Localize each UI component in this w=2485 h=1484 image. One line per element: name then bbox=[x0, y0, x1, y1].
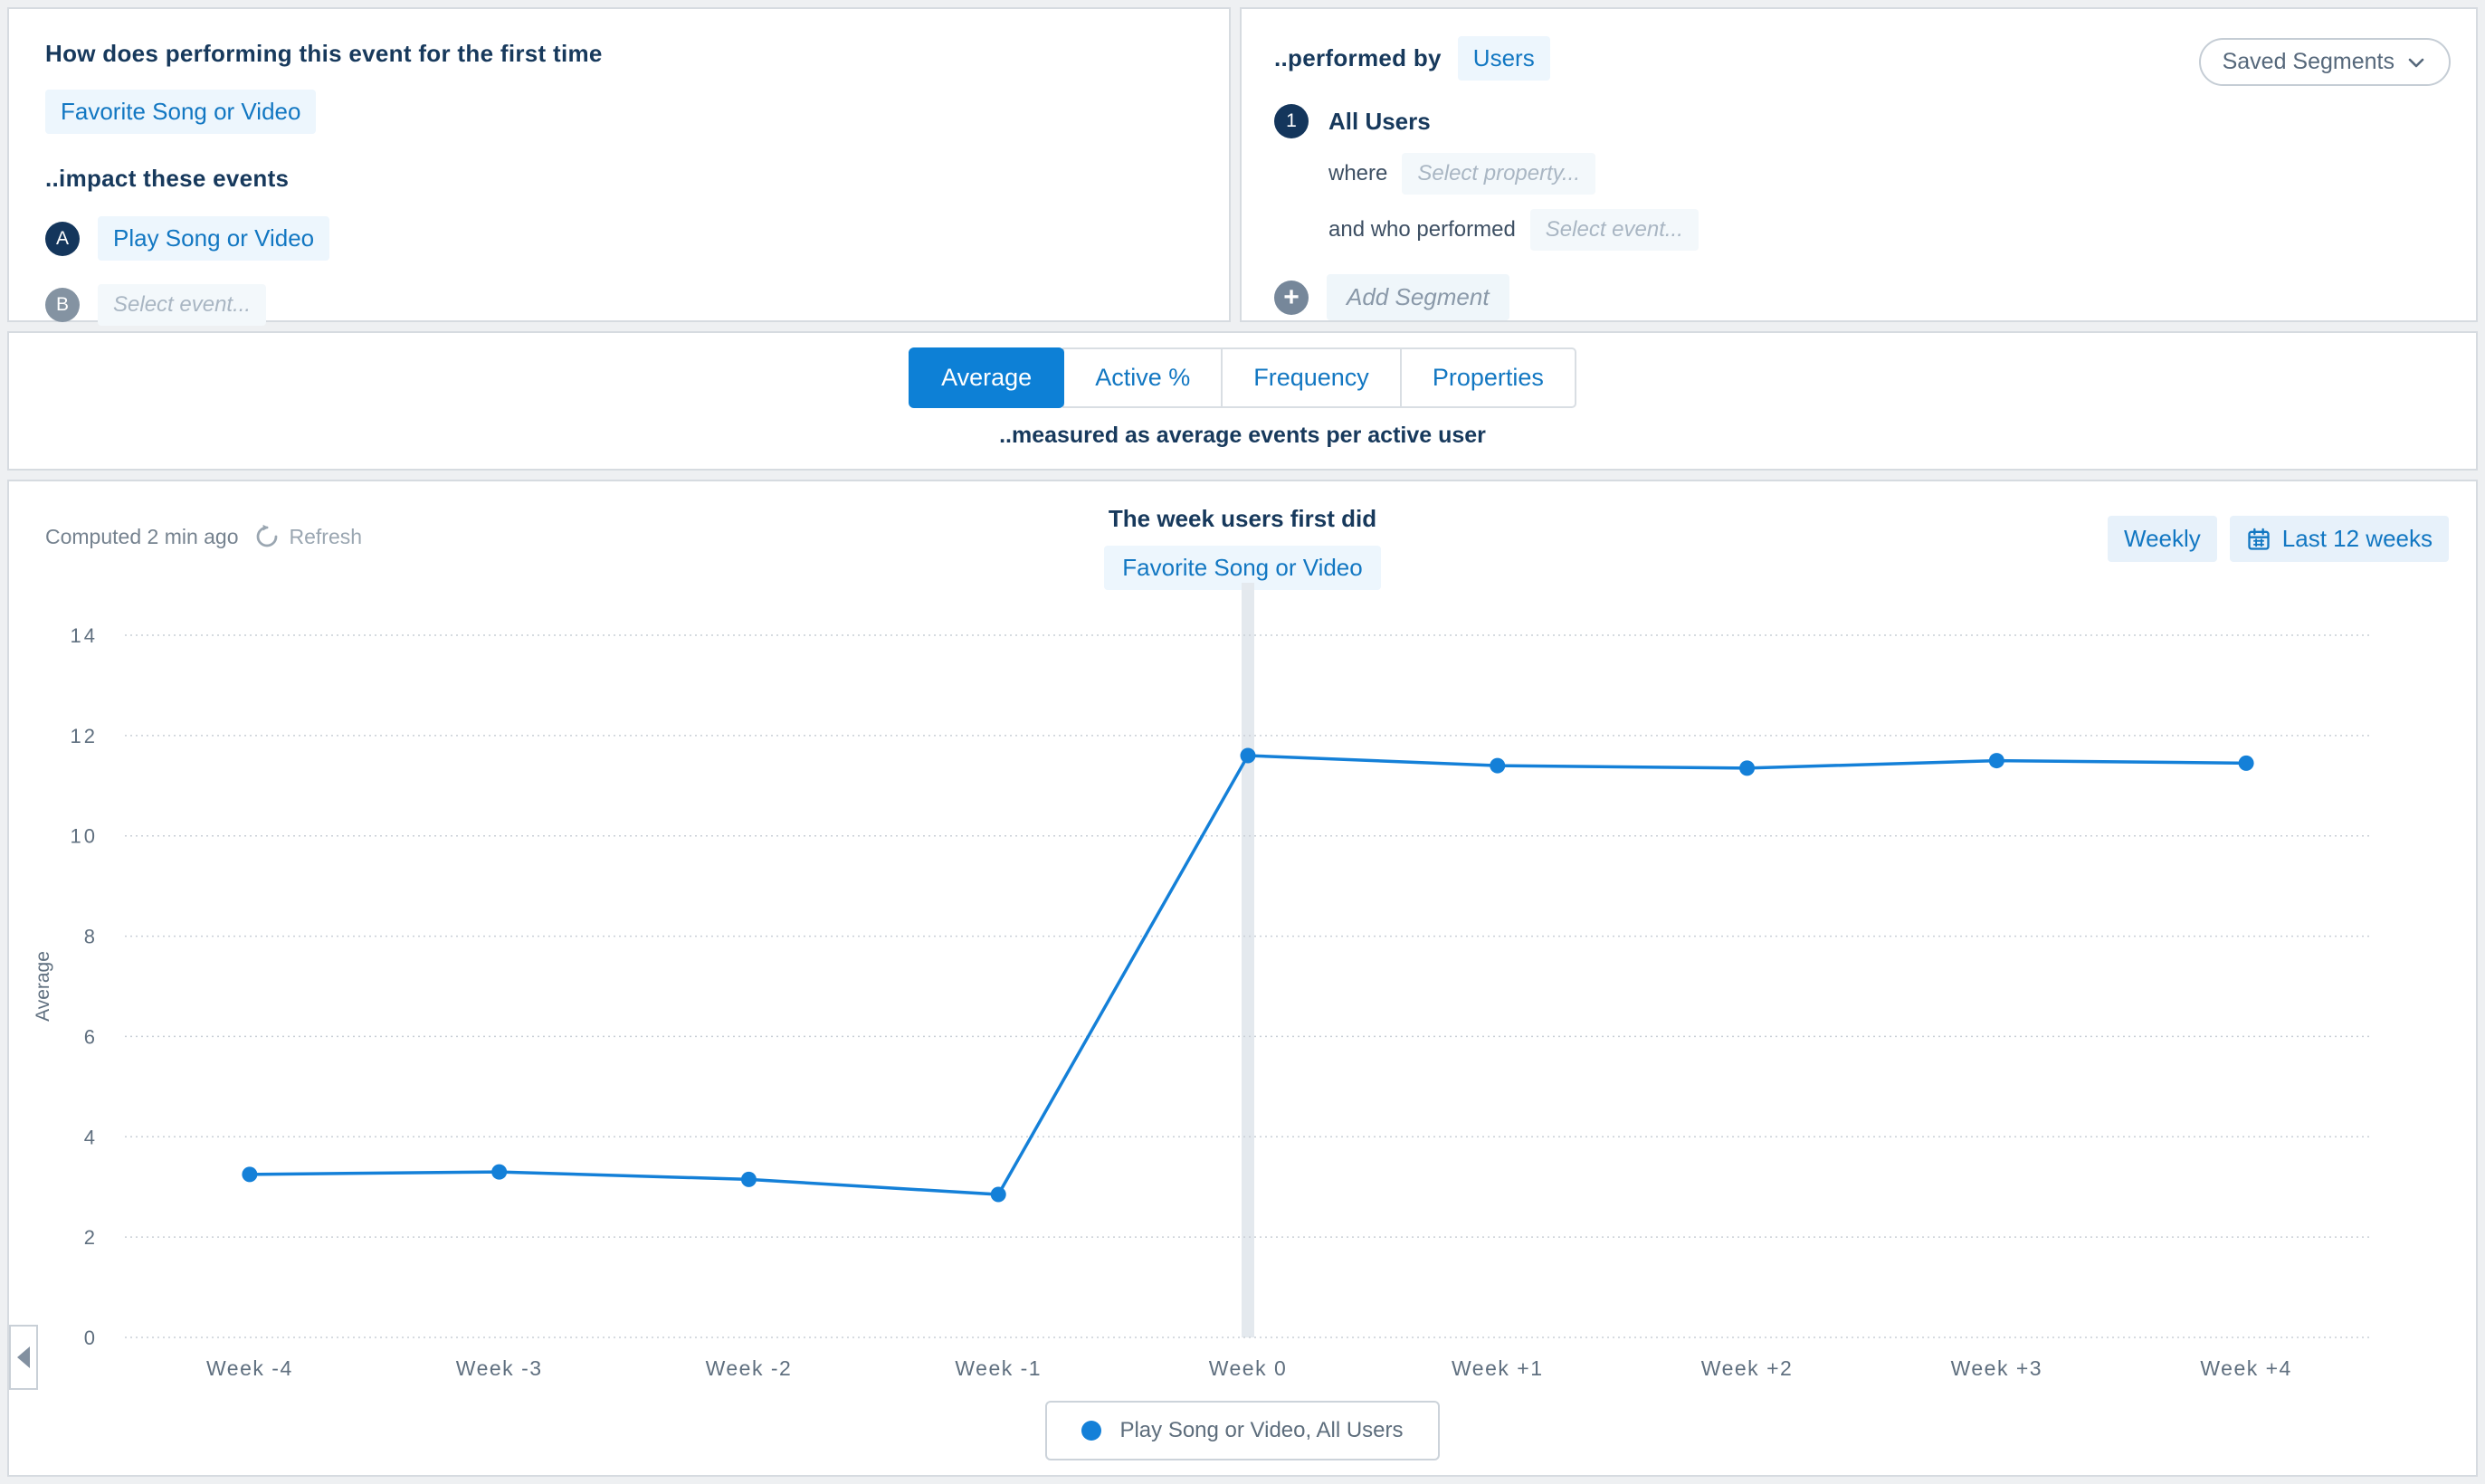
data-point[interactable] bbox=[491, 1164, 508, 1180]
x-tick-label: Week -3 bbox=[456, 1356, 543, 1380]
y-tick-label: 10 bbox=[71, 825, 98, 848]
x-tick-label: Week -2 bbox=[706, 1356, 793, 1380]
x-tick-label: Week -4 bbox=[206, 1356, 293, 1380]
select-event-placeholder[interactable]: Select event... bbox=[1529, 209, 1699, 251]
first-event-pill[interactable]: Favorite Song or Video bbox=[45, 90, 317, 134]
query-builder-row: How does performing this event for the f… bbox=[7, 7, 2478, 326]
y-tick-label: 2 bbox=[84, 1226, 98, 1249]
impact-heading: How does performing this event for the f… bbox=[45, 40, 603, 67]
x-tick-label: Week 0 bbox=[1209, 1356, 1288, 1380]
select-property-placeholder[interactable]: Select property... bbox=[1402, 153, 1596, 195]
impact-subheading: ..impact these events bbox=[45, 165, 290, 192]
chart-legend[interactable]: Play Song or Video, All Users bbox=[1045, 1401, 1440, 1460]
segment-where-row: where Select property... bbox=[1328, 153, 2443, 195]
segment-panel: ..performed by Users Saved Segments 1 Al… bbox=[1240, 7, 2478, 322]
computed-status: Computed 2 min ago Refresh bbox=[45, 523, 362, 550]
legend-series-marker bbox=[1081, 1421, 1102, 1441]
tab-average[interactable]: Average bbox=[909, 347, 1065, 408]
saved-segments-button[interactable]: Saved Segments bbox=[2198, 38, 2451, 86]
refresh-label: Refresh bbox=[289, 524, 363, 548]
data-point[interactable] bbox=[2238, 755, 2254, 771]
data-point[interactable] bbox=[990, 1186, 1006, 1203]
chart-subtitle-pill[interactable]: Favorite Song or Video bbox=[1104, 546, 1381, 590]
event-row-b: B Select event... bbox=[45, 284, 1193, 326]
y-axis-title: Average bbox=[33, 951, 53, 1022]
legend-series-label: Play Song or Video, All Users bbox=[1119, 1418, 1404, 1442]
impact-query-panel: How does performing this event for the f… bbox=[7, 7, 1231, 326]
data-point[interactable] bbox=[1240, 747, 1256, 764]
event-b-select-placeholder[interactable]: Select event... bbox=[98, 284, 267, 326]
tab-active-pct[interactable]: Active % bbox=[1062, 347, 1223, 408]
y-tick-label: 14 bbox=[71, 624, 98, 647]
line-chart[interactable]: 0 2 4 6 8 10 12 14 Week -4 Week -3 Week -2 Week -1 W… bbox=[25, 583, 2460, 1406]
data-point[interactable] bbox=[1739, 760, 1756, 776]
data-point[interactable] bbox=[740, 1171, 757, 1187]
measure-tabs-panel: Average Active % Frequency Properties ..… bbox=[7, 331, 2478, 471]
refresh-button[interactable]: Refresh bbox=[253, 523, 363, 550]
computed-label: Computed 2 min ago bbox=[45, 524, 239, 548]
measure-caption: ..measured as average events per active … bbox=[999, 423, 1486, 448]
plus-icon[interactable]: + bbox=[1274, 280, 1309, 315]
segment-number-badge: 1 bbox=[1274, 104, 1309, 138]
measure-tabs: Average Active % Frequency Properties bbox=[909, 347, 1576, 408]
collapse-sidebar-button[interactable] bbox=[9, 1325, 38, 1390]
saved-segments-label: Saved Segments bbox=[2222, 49, 2395, 74]
event-row-a: A Play Song or Video bbox=[45, 216, 1193, 261]
performed-by-pill[interactable]: Users bbox=[1457, 36, 1550, 81]
calendar-icon bbox=[2248, 528, 2270, 550]
range-controls: Weekly Last 12 weeks bbox=[2108, 516, 2449, 562]
chart-title-block: The week users first did Favorite Song o… bbox=[9, 505, 2476, 590]
add-segment-row: + Add Segment bbox=[1274, 274, 2443, 320]
tab-properties[interactable]: Properties bbox=[1399, 347, 1576, 408]
event-badge-a: A bbox=[45, 221, 80, 256]
granularity-button[interactable]: Weekly bbox=[2108, 516, 2217, 562]
x-tick-label: Week -1 bbox=[955, 1356, 1042, 1380]
where-label: where bbox=[1328, 161, 1388, 186]
chart-title: The week users first did bbox=[1108, 505, 1377, 532]
y-tick-label: 12 bbox=[71, 725, 98, 747]
x-tick-label: Week +3 bbox=[1951, 1356, 2043, 1380]
chart-panel: Computed 2 min ago Refresh The week user… bbox=[7, 480, 2478, 1477]
add-segment-button[interactable]: Add Segment bbox=[1327, 274, 1509, 320]
and-who-performed-label: and who performed bbox=[1328, 217, 1516, 242]
week0-highlight-band bbox=[1242, 583, 1254, 1337]
y-tick-label: 0 bbox=[84, 1327, 98, 1349]
date-range-label: Last 12 weeks bbox=[2281, 525, 2433, 552]
y-tick-label: 6 bbox=[84, 1025, 98, 1048]
event-a-pill[interactable]: Play Song or Video bbox=[98, 216, 330, 261]
event-badge-b: B bbox=[45, 288, 80, 322]
chevron-down-icon bbox=[2408, 58, 2424, 67]
data-point[interactable] bbox=[242, 1166, 258, 1183]
segment-performed-row: and who performed Select event... bbox=[1328, 209, 2443, 251]
segment-name[interactable]: All Users bbox=[1328, 107, 1431, 135]
performed-by-row: ..performed by Users bbox=[1274, 36, 2443, 81]
y-tick-label: 4 bbox=[84, 1126, 98, 1148]
legend-row: Play Song or Video, All Users bbox=[9, 1401, 2476, 1460]
x-tick-label: Week +1 bbox=[1452, 1356, 1544, 1380]
triangle-left-icon bbox=[17, 1346, 30, 1368]
refresh-icon bbox=[256, 524, 277, 547]
tab-frequency[interactable]: Frequency bbox=[1221, 347, 1402, 408]
y-tick-label: 8 bbox=[84, 926, 98, 948]
x-tick-label: Week +2 bbox=[1701, 1356, 1794, 1380]
performed-by-heading: ..performed by bbox=[1274, 44, 1442, 71]
segment-header-row: 1 All Users bbox=[1274, 104, 2443, 138]
data-point[interactable] bbox=[1988, 753, 2004, 769]
data-point[interactable] bbox=[1490, 757, 1506, 774]
x-tick-label: Week +4 bbox=[2200, 1356, 2292, 1380]
date-range-button[interactable]: Last 12 weeks bbox=[2229, 516, 2449, 562]
